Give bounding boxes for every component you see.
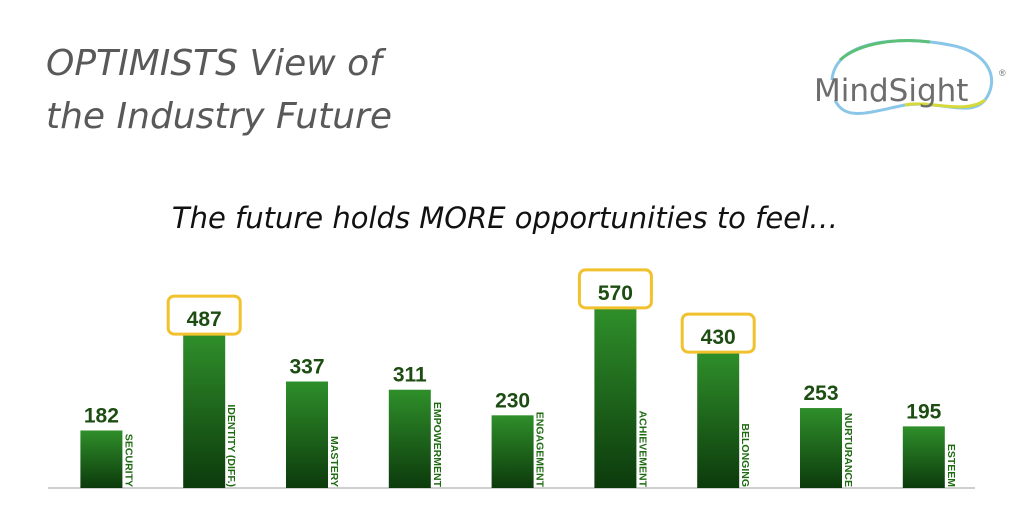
bar <box>594 307 637 488</box>
value-label: 230 <box>495 389 530 412</box>
logo-mark: ® <box>999 68 1006 78</box>
category-label: NURTURANCE <box>842 413 854 487</box>
category-label: SECURITY <box>122 434 134 487</box>
value-label: 337 <box>289 356 324 379</box>
category-label: ENGAGEMENT <box>534 412 546 488</box>
bar <box>183 334 226 488</box>
logo: MindSight ® <box>814 39 1006 115</box>
highlight-box <box>577 268 653 310</box>
category-label: ESTEEM <box>945 444 957 487</box>
title-line: OPTIMISTS View of <box>46 43 387 84</box>
category-label: MASTERY <box>328 436 340 487</box>
bar <box>491 415 534 488</box>
bar <box>286 381 328 488</box>
highlight-box <box>680 312 756 354</box>
value-label: 182 <box>84 404 119 427</box>
category-label: IDENTITY (DIFF.) <box>225 404 237 487</box>
subtitle: The future holds MORE opportunities to f… <box>172 201 838 235</box>
value-label: 487 <box>187 308 222 331</box>
category-label: BELONGING <box>739 423 751 487</box>
logo-swoosh <box>904 98 986 109</box>
value-label: 430 <box>701 326 736 349</box>
category-label: EMPOWERMENT <box>431 402 443 488</box>
bar <box>388 389 431 488</box>
category-label: ACHIEVEMENT <box>636 411 648 488</box>
title-line: the Industry Future <box>46 96 392 137</box>
bar <box>902 426 945 488</box>
logo-swoosh <box>838 39 931 62</box>
bar <box>697 352 740 488</box>
bar <box>80 430 123 488</box>
highlight-box <box>166 294 242 336</box>
value-label: 311 <box>393 364 427 387</box>
value-label: 195 <box>906 400 941 423</box>
bar <box>800 408 842 488</box>
logo-text: MindSight <box>814 73 968 109</box>
value-label: 570 <box>598 282 633 305</box>
value-label: 253 <box>803 382 838 405</box>
